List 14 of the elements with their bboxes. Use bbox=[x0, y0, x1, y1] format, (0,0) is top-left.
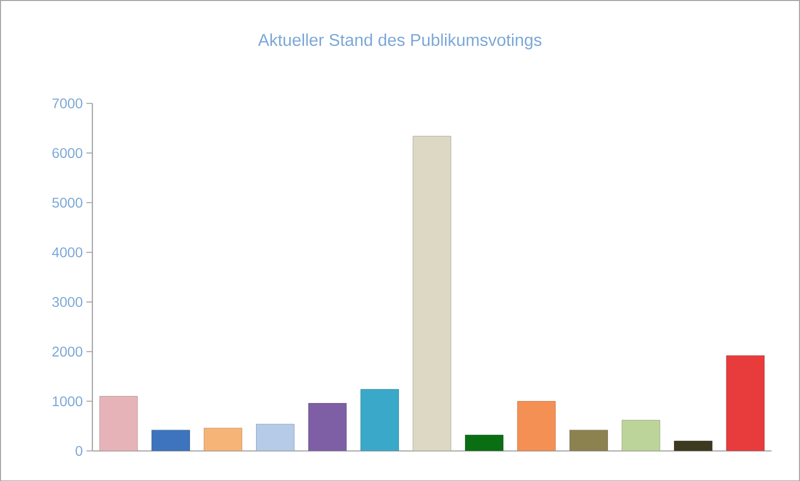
y-tick-label: 7000 bbox=[52, 98, 82, 108]
bar bbox=[726, 355, 765, 451]
y-tick-label: 0 bbox=[76, 446, 82, 456]
bar bbox=[360, 388, 399, 451]
chart-title: Aktueller Stand des Publikumsvotings bbox=[258, 33, 542, 50]
bar bbox=[99, 396, 138, 451]
y-tick-label: 4000 bbox=[52, 247, 82, 258]
bar bbox=[308, 402, 347, 451]
bar bbox=[674, 440, 712, 451]
y-tick-label: 1000 bbox=[52, 396, 82, 406]
y-tick-label: 6000 bbox=[52, 148, 82, 158]
y-tick-label: 5000 bbox=[52, 198, 82, 208]
y-tick-label: 3000 bbox=[52, 296, 82, 307]
y-tick-label: 2000 bbox=[52, 346, 82, 356]
